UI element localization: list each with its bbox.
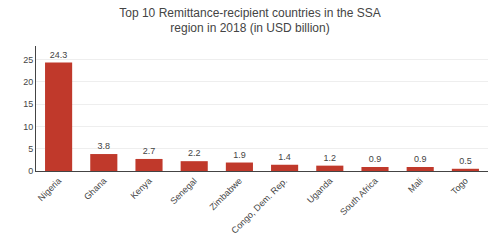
svg-text:South Africa: South Africa [338,176,379,217]
svg-text:0.9: 0.9 [369,154,382,164]
svg-text:Congo, Dem. Rep.: Congo, Dem. Rep. [229,176,289,236]
svg-text:2.2: 2.2 [188,148,201,158]
svg-text:Mali: Mali [406,176,425,195]
svg-text:2.7: 2.7 [143,146,156,156]
svg-text:Zimbabwe: Zimbabwe [208,176,244,212]
svg-text:Top 10 Remittance-recipient co: Top 10 Remittance-recipient countries in… [119,6,380,36]
svg-text:Nigeria: Nigeria [36,176,63,203]
svg-text:Uganda: Uganda [305,176,334,205]
svg-text:24.3: 24.3 [50,50,68,60]
svg-text:1.2: 1.2 [324,153,337,163]
svg-text:Kenya: Kenya [128,176,153,201]
svg-text:5: 5 [28,144,33,154]
svg-text:1.9: 1.9 [233,150,246,160]
svg-text:Senegal: Senegal [168,176,198,206]
svg-text:0.5: 0.5 [459,156,472,166]
svg-text:3.8: 3.8 [98,141,111,151]
svg-text:15: 15 [23,99,33,109]
svg-text:25: 25 [23,55,33,65]
svg-text:20: 20 [23,77,33,87]
svg-text:0: 0 [28,166,33,176]
svg-text:Ghana: Ghana [82,176,108,202]
svg-text:Togo: Togo [449,176,470,197]
svg-text:10: 10 [23,122,33,132]
svg-text:0.9: 0.9 [414,154,427,164]
svg-text:1.4: 1.4 [278,152,291,162]
